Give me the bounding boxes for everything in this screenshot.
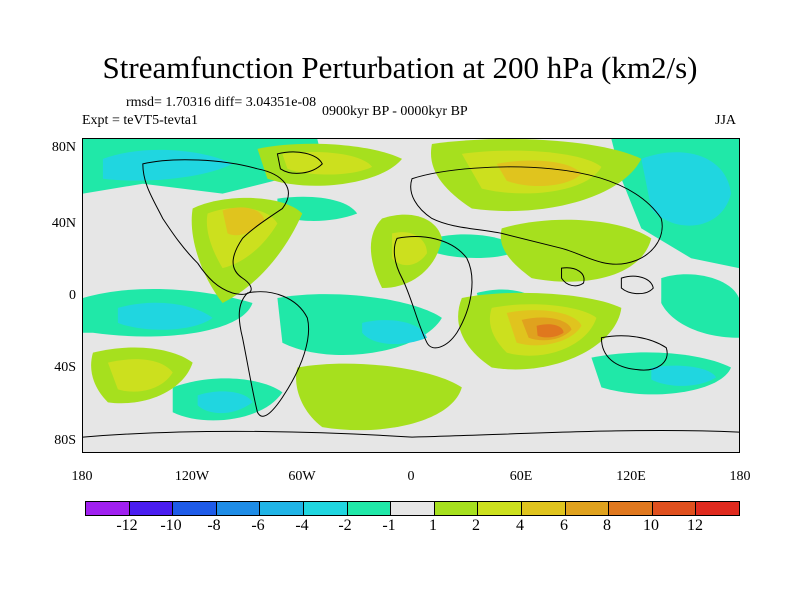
colorbar-swatch — [609, 502, 653, 515]
y-tick-40n: 40N — [51, 216, 76, 231]
map-panel — [82, 138, 740, 453]
colorbar-swatch — [173, 502, 217, 515]
x-tick-120w: 120W — [174, 469, 210, 484]
colorbar-swatch — [303, 502, 348, 515]
colorbar-label: -12 — [116, 517, 138, 534]
x-tick-0: 0 — [407, 469, 415, 484]
colorbar-swatch — [347, 502, 392, 515]
colorbar-label: 6 — [560, 517, 568, 534]
x-tick-60e: 60E — [509, 469, 533, 484]
colorbar-label: -10 — [160, 517, 182, 534]
colorbar-swatch — [260, 502, 304, 515]
season-label: JJA — [715, 113, 737, 128]
colorbar-label: 12 — [687, 517, 703, 534]
colorbar — [85, 501, 740, 516]
y-tick-0: 0 — [69, 288, 76, 303]
colorbar-swatch — [391, 502, 435, 515]
colorbar-swatch — [696, 502, 739, 515]
colorbar-swatch — [434, 502, 479, 515]
x-tick-180w: 180 — [71, 469, 93, 484]
field-negative-regions — [83, 139, 739, 421]
x-tick-60w: 60W — [288, 469, 316, 484]
x-tick-180e: 180 — [729, 469, 751, 484]
coastlines — [83, 151, 739, 438]
colorbar-label: -8 — [207, 517, 221, 534]
colorbar-swatch — [565, 502, 610, 515]
colorbar-swatch — [478, 502, 522, 515]
colorbar-label: 4 — [516, 517, 524, 534]
colorbar-label: 10 — [643, 517, 659, 534]
colorbar-label: -6 — [251, 517, 265, 534]
colorbar-swatch — [652, 502, 697, 515]
colorbar-label: 2 — [472, 517, 480, 534]
colorbar-label: 8 — [603, 517, 611, 534]
stats-label: rmsd= 1.70316 diff= 3.04351e-08 — [126, 95, 317, 110]
y-tick-80n: 80N — [51, 140, 76, 155]
y-tick-40s: 40S — [54, 360, 76, 375]
colorbar-label: -2 — [338, 517, 352, 534]
colorbar-label: -4 — [295, 517, 309, 534]
experiment-label: Expt = teVT5-tevta1 — [82, 113, 198, 128]
colorbar-swatch — [86, 502, 130, 515]
colorbar-swatch — [216, 502, 261, 515]
field-positive-regions — [83, 139, 739, 452]
colorbar-label: -1 — [382, 517, 396, 534]
colorbar-swatch — [129, 502, 174, 515]
plot-title: Streamfunction Perturbation at 200 hPa (… — [102, 50, 698, 85]
colorbar-swatch — [521, 502, 566, 515]
period-label: 0900kyr BP - 0000kyr BP — [322, 104, 468, 119]
x-tick-120e: 120E — [616, 469, 646, 484]
colorbar-label: 1 — [429, 517, 437, 534]
y-tick-80s: 80S — [54, 433, 76, 448]
